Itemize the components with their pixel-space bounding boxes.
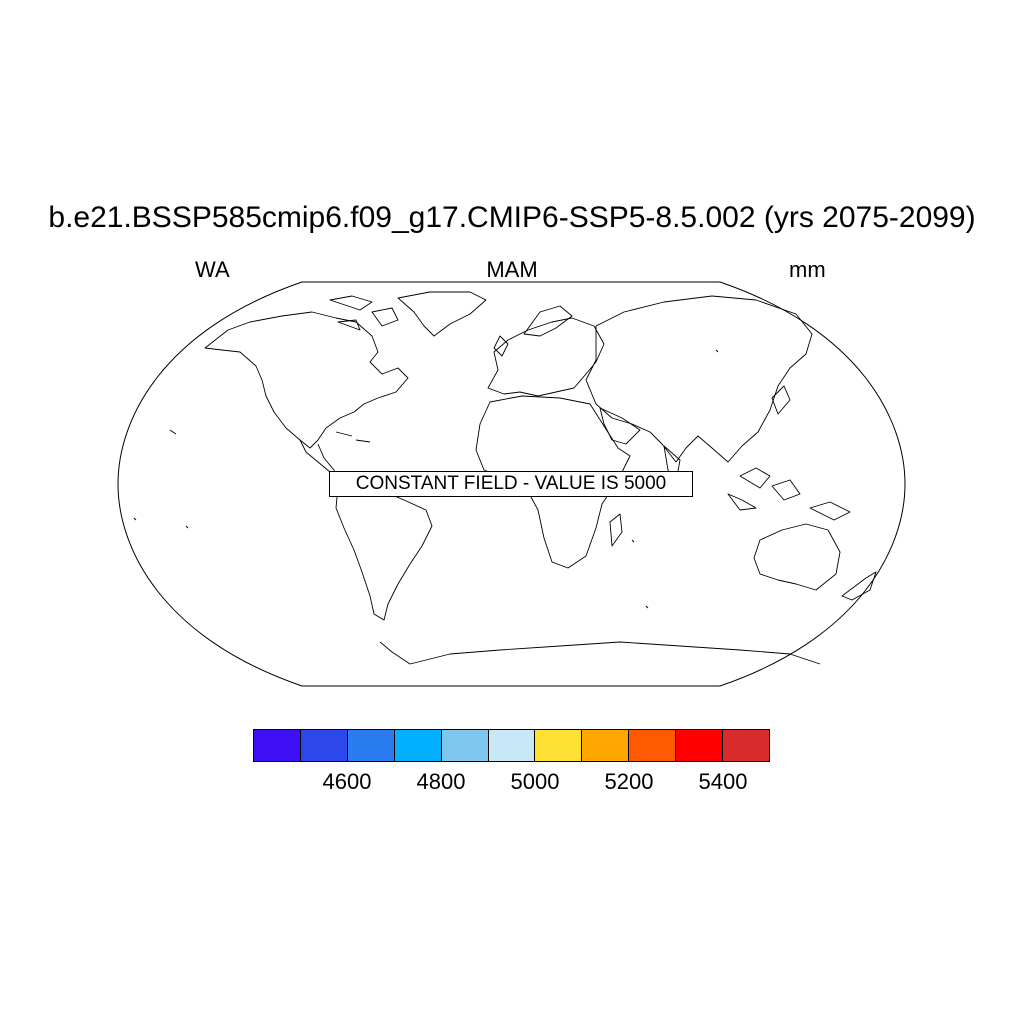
- coastline-south-america: [335, 483, 433, 621]
- plot-title: b.e21.BSSP585cmip6.f09_g17.CMIP6-SSP5-8.…: [48, 201, 976, 234]
- coastline-asia: [585, 295, 813, 463]
- colorbar-swatch: [723, 730, 769, 761]
- colorbar-swatch: [254, 730, 301, 761]
- coastline-australia: [753, 523, 841, 591]
- coastline-greenland: [397, 291, 487, 337]
- coastline-japan: [771, 385, 791, 415]
- map-outline: [117, 281, 906, 687]
- coastline-europe: [487, 317, 605, 397]
- coastline-british-isles: [493, 335, 509, 357]
- coastline-arabia: [599, 407, 641, 445]
- colorbar-swatch: [347, 730, 395, 761]
- coastline-north-america: [204, 311, 409, 449]
- colorbar-swatch: [535, 730, 583, 761]
- colorbar-swatch: [300, 730, 348, 761]
- colorbar-tick-label: 4600: [322, 769, 372, 794]
- colorbar-swatch: [394, 730, 442, 761]
- colorbar-swatch: [582, 730, 630, 761]
- season-label: MAM: [486, 257, 538, 282]
- colorbar-tick-label: 5400: [698, 769, 748, 794]
- coastline-caribbean: [335, 431, 371, 443]
- constant-field-notice: CONSTANT FIELD - VALUE IS 5000: [329, 471, 693, 497]
- coastline-scandinavia: [523, 305, 573, 337]
- colorbar-swatch: [629, 730, 677, 761]
- coastline-arctic-islands: [329, 295, 399, 331]
- coastline-antarctic-peninsula: [379, 641, 411, 665]
- colorbar: [253, 729, 770, 762]
- units-label: mm: [789, 257, 826, 282]
- colorbar-tick-label: 4800: [416, 769, 466, 794]
- variable-label: WA: [195, 257, 230, 282]
- colorbar-swatch: [676, 730, 724, 761]
- colorbar-tick-label: 5000: [510, 769, 560, 794]
- coastline-new-zealand: [841, 571, 877, 601]
- coastlines: [133, 291, 877, 665]
- coastline-madagascar: [609, 513, 623, 547]
- coastline-antarctica: [409, 641, 821, 665]
- colorbar-swatch: [441, 730, 489, 761]
- colorbar-swatch: [488, 730, 536, 761]
- colorbar-tick-label: 5200: [604, 769, 654, 794]
- coastline-small-islands: [133, 349, 719, 609]
- coastline-southeast-asia: [727, 467, 851, 521]
